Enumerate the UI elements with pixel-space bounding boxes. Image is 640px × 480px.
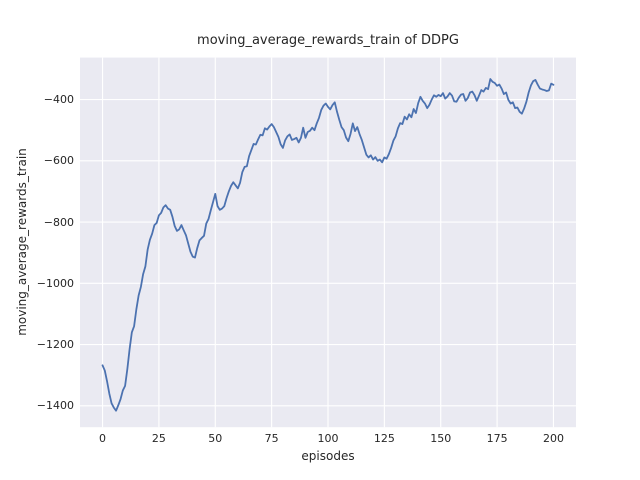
line-series <box>101 78 555 412</box>
y-tick-label: −600 <box>43 154 74 168</box>
x-tick-label: 25 <box>151 432 166 445</box>
y-tick-label: −1000 <box>36 276 74 290</box>
x-tick-label: 150 <box>430 432 452 445</box>
x-tick-label: 0 <box>99 432 107 445</box>
x-tick-label: 75 <box>264 432 279 445</box>
y-tick-label: −1400 <box>36 399 74 413</box>
x-tick-label: 175 <box>486 432 508 445</box>
y-tick-label: −400 <box>43 93 74 107</box>
y-axis-label-text: moving_average_rewards_train <box>15 148 29 336</box>
x-axis-label: episodes <box>301 449 355 463</box>
x-tick-label: 100 <box>317 432 339 445</box>
x-tick-label: 200 <box>542 432 564 445</box>
x-tick-label: 125 <box>373 432 395 445</box>
x-tick-label: 50 <box>208 432 223 445</box>
y-tick-label: −800 <box>43 215 74 229</box>
chart-title: moving_average_rewards_train of DDPG <box>197 33 459 48</box>
y-tick-label: −1200 <box>36 338 74 352</box>
